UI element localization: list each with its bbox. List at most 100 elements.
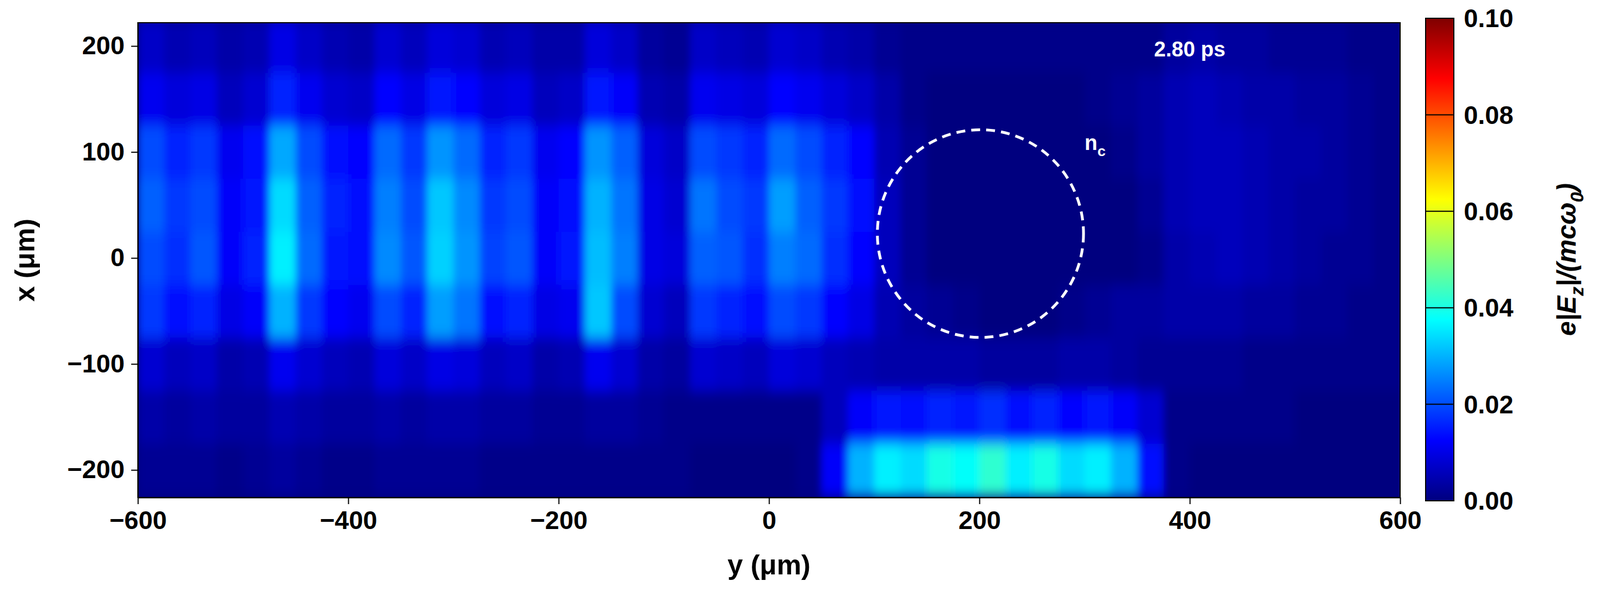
- heatmap-cell: [243, 284, 270, 338]
- heatmap-cell: [900, 231, 928, 285]
- heatmap-cell: [926, 178, 954, 232]
- heatmap-cell: [137, 72, 165, 126]
- heatmap-cell: [768, 22, 796, 74]
- heatmap-cell: [795, 231, 823, 285]
- heatmap-cell: [716, 390, 743, 445]
- heatmap-cell: [453, 125, 480, 179]
- heatmap-cell: [348, 125, 375, 179]
- heatmap-cell: [663, 443, 691, 497]
- heatmap-cell: [269, 72, 297, 126]
- text-part: c: [1097, 142, 1106, 160]
- heatmap-cell: [768, 125, 796, 179]
- heatmap-cell: [1111, 22, 1138, 74]
- heatmap-cell: [900, 72, 928, 126]
- heatmap-cell: [269, 125, 297, 179]
- heatmap-cell: [821, 178, 849, 232]
- heatmap-cell: [322, 125, 349, 179]
- heatmap-cell: [821, 125, 849, 179]
- heatmap-cell: [427, 284, 454, 338]
- tick-mark: [1189, 497, 1191, 505]
- heatmap-cell: [742, 284, 770, 338]
- heatmap-cell: [1163, 125, 1191, 179]
- tick-label: −200: [530, 506, 588, 535]
- heatmap-cell: [137, 390, 165, 445]
- heatmap-cell: [348, 337, 375, 391]
- heatmap-cell: [637, 443, 665, 497]
- heatmap-cell: [848, 231, 875, 285]
- colorbar-gradient: [1425, 18, 1454, 502]
- tick-label: 0: [762, 506, 777, 535]
- heatmap-cell: [1031, 390, 1059, 445]
- heatmap-cell: [795, 337, 823, 391]
- heatmap-cell: [1268, 125, 1296, 179]
- tick-mark: [979, 497, 981, 505]
- heatmap-cell: [795, 72, 823, 126]
- heatmap-cell: [348, 443, 375, 497]
- heatmap-cell: [295, 231, 323, 285]
- heatmap-cell: [716, 178, 743, 232]
- heatmap-cell: [1137, 443, 1164, 497]
- heatmap-cell: [269, 390, 297, 445]
- heatmap-cell: [137, 22, 165, 74]
- heatmap-cell: [374, 443, 402, 497]
- heatmap-cell: [768, 390, 796, 445]
- heatmap-cell: [663, 337, 691, 391]
- heatmap-cell: [506, 22, 533, 74]
- heatmap-cell: [663, 178, 691, 232]
- heatmap-cell: [1111, 443, 1138, 497]
- heatmap-cell: [611, 337, 638, 391]
- heatmap-cell: [1242, 390, 1269, 445]
- heatmap-cell: [427, 443, 454, 497]
- heatmap-cell: [1294, 390, 1322, 445]
- heatmap-cell: [1058, 284, 1086, 338]
- tick-label: −200: [66, 455, 125, 484]
- colorbar-tick: [1425, 210, 1454, 213]
- heatmap-cell: [900, 284, 928, 338]
- heatmap-cell: [1084, 125, 1112, 179]
- heatmap-cell: [1137, 72, 1164, 126]
- heatmap-cell: [506, 231, 533, 285]
- heatmap-cell: [190, 390, 218, 445]
- x-axis-title: y (μm): [727, 549, 811, 581]
- heatmap-cell: [1111, 284, 1138, 338]
- heatmap-cell: [663, 231, 691, 285]
- heatmap-cell: [532, 284, 560, 338]
- tick-mark: [131, 363, 138, 365]
- heatmap-cell: [795, 178, 823, 232]
- heatmap-cell: [637, 22, 665, 74]
- heatmap-cell: [585, 231, 612, 285]
- heatmap-cell: [611, 72, 638, 126]
- heatmap-cell: [768, 337, 796, 391]
- heatmap-cell: [585, 178, 612, 232]
- heatmap-cell: [690, 22, 717, 74]
- heatmap-cell: [1321, 178, 1349, 232]
- heatmap-cell: [427, 72, 454, 126]
- heatmap-cell: [716, 125, 743, 179]
- heatmap-cell: [190, 22, 218, 74]
- heatmap-cell: [1084, 178, 1112, 232]
- heatmap-cell: [979, 178, 1006, 232]
- heatmap-cell: [190, 72, 218, 126]
- heatmap-cell: [1031, 72, 1059, 126]
- heatmap-cell: [690, 443, 717, 497]
- heatmap-cell: [295, 22, 323, 74]
- heatmap-cell: [1163, 178, 1191, 232]
- heatmap-cell: [190, 231, 218, 285]
- heatmap-cell: [1058, 125, 1086, 179]
- heatmap-cell: [1031, 22, 1059, 74]
- heatmap-cell: [1321, 390, 1349, 445]
- text-part: |/(mcω: [1551, 202, 1582, 287]
- text-part: 0: [1566, 192, 1588, 203]
- heatmap-cell: [848, 443, 875, 497]
- heatmap-cell: [1347, 337, 1375, 391]
- heatmap-cell: [295, 72, 323, 126]
- heatmap-cell: [1005, 443, 1033, 497]
- tick: −400: [320, 497, 378, 535]
- tick-label: 200: [81, 31, 125, 60]
- heatmap-cell: [269, 22, 297, 74]
- heatmap-cell: [427, 390, 454, 445]
- colorbar-tick-label: 0.06: [1463, 197, 1514, 226]
- heatmap-cell: [1294, 337, 1322, 391]
- heatmap-cell: [453, 22, 480, 74]
- heatmap-cell: [742, 337, 770, 391]
